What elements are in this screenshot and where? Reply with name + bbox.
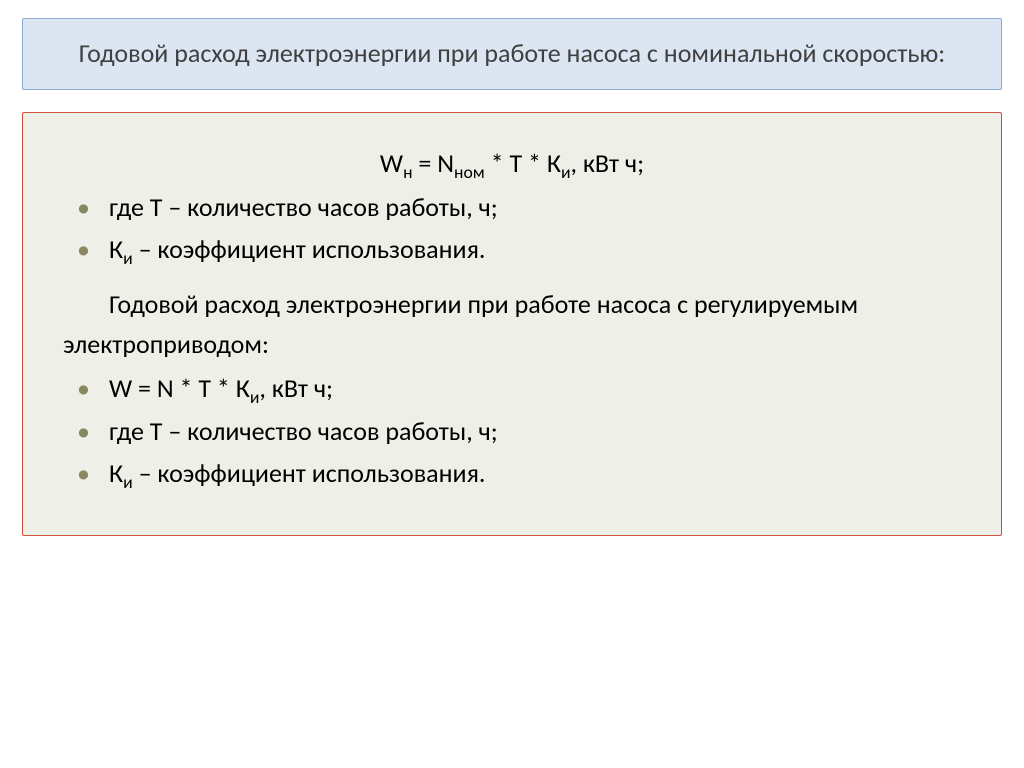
- paragraph-regulated: Годовой расход электроэнергии при работе…: [63, 284, 961, 365]
- list-item: Ки – коэффициент использования.: [63, 453, 961, 493]
- bullet-list-2: W = N * Т * Ки, кВт ч; где Т – количеств…: [63, 368, 961, 493]
- formula-nominal: Wн = Nном * Т * Ки, кВт ч;: [63, 143, 961, 183]
- list-item: где Т – количество часов работы, ч;: [63, 411, 961, 451]
- list-item: Ки – коэффициент использования.: [63, 229, 961, 269]
- slide-title: Годовой расход электроэнергии при работе…: [22, 18, 1002, 90]
- bullet-list-1: где Т – количество часов работы, ч; Ки –…: [63, 187, 961, 270]
- slide-body: Wн = Nном * Т * Ки, кВт ч; где Т – колич…: [22, 112, 1002, 536]
- list-item: где Т – количество часов работы, ч;: [63, 187, 961, 227]
- list-item: W = N * Т * Ки, кВт ч;: [63, 368, 961, 408]
